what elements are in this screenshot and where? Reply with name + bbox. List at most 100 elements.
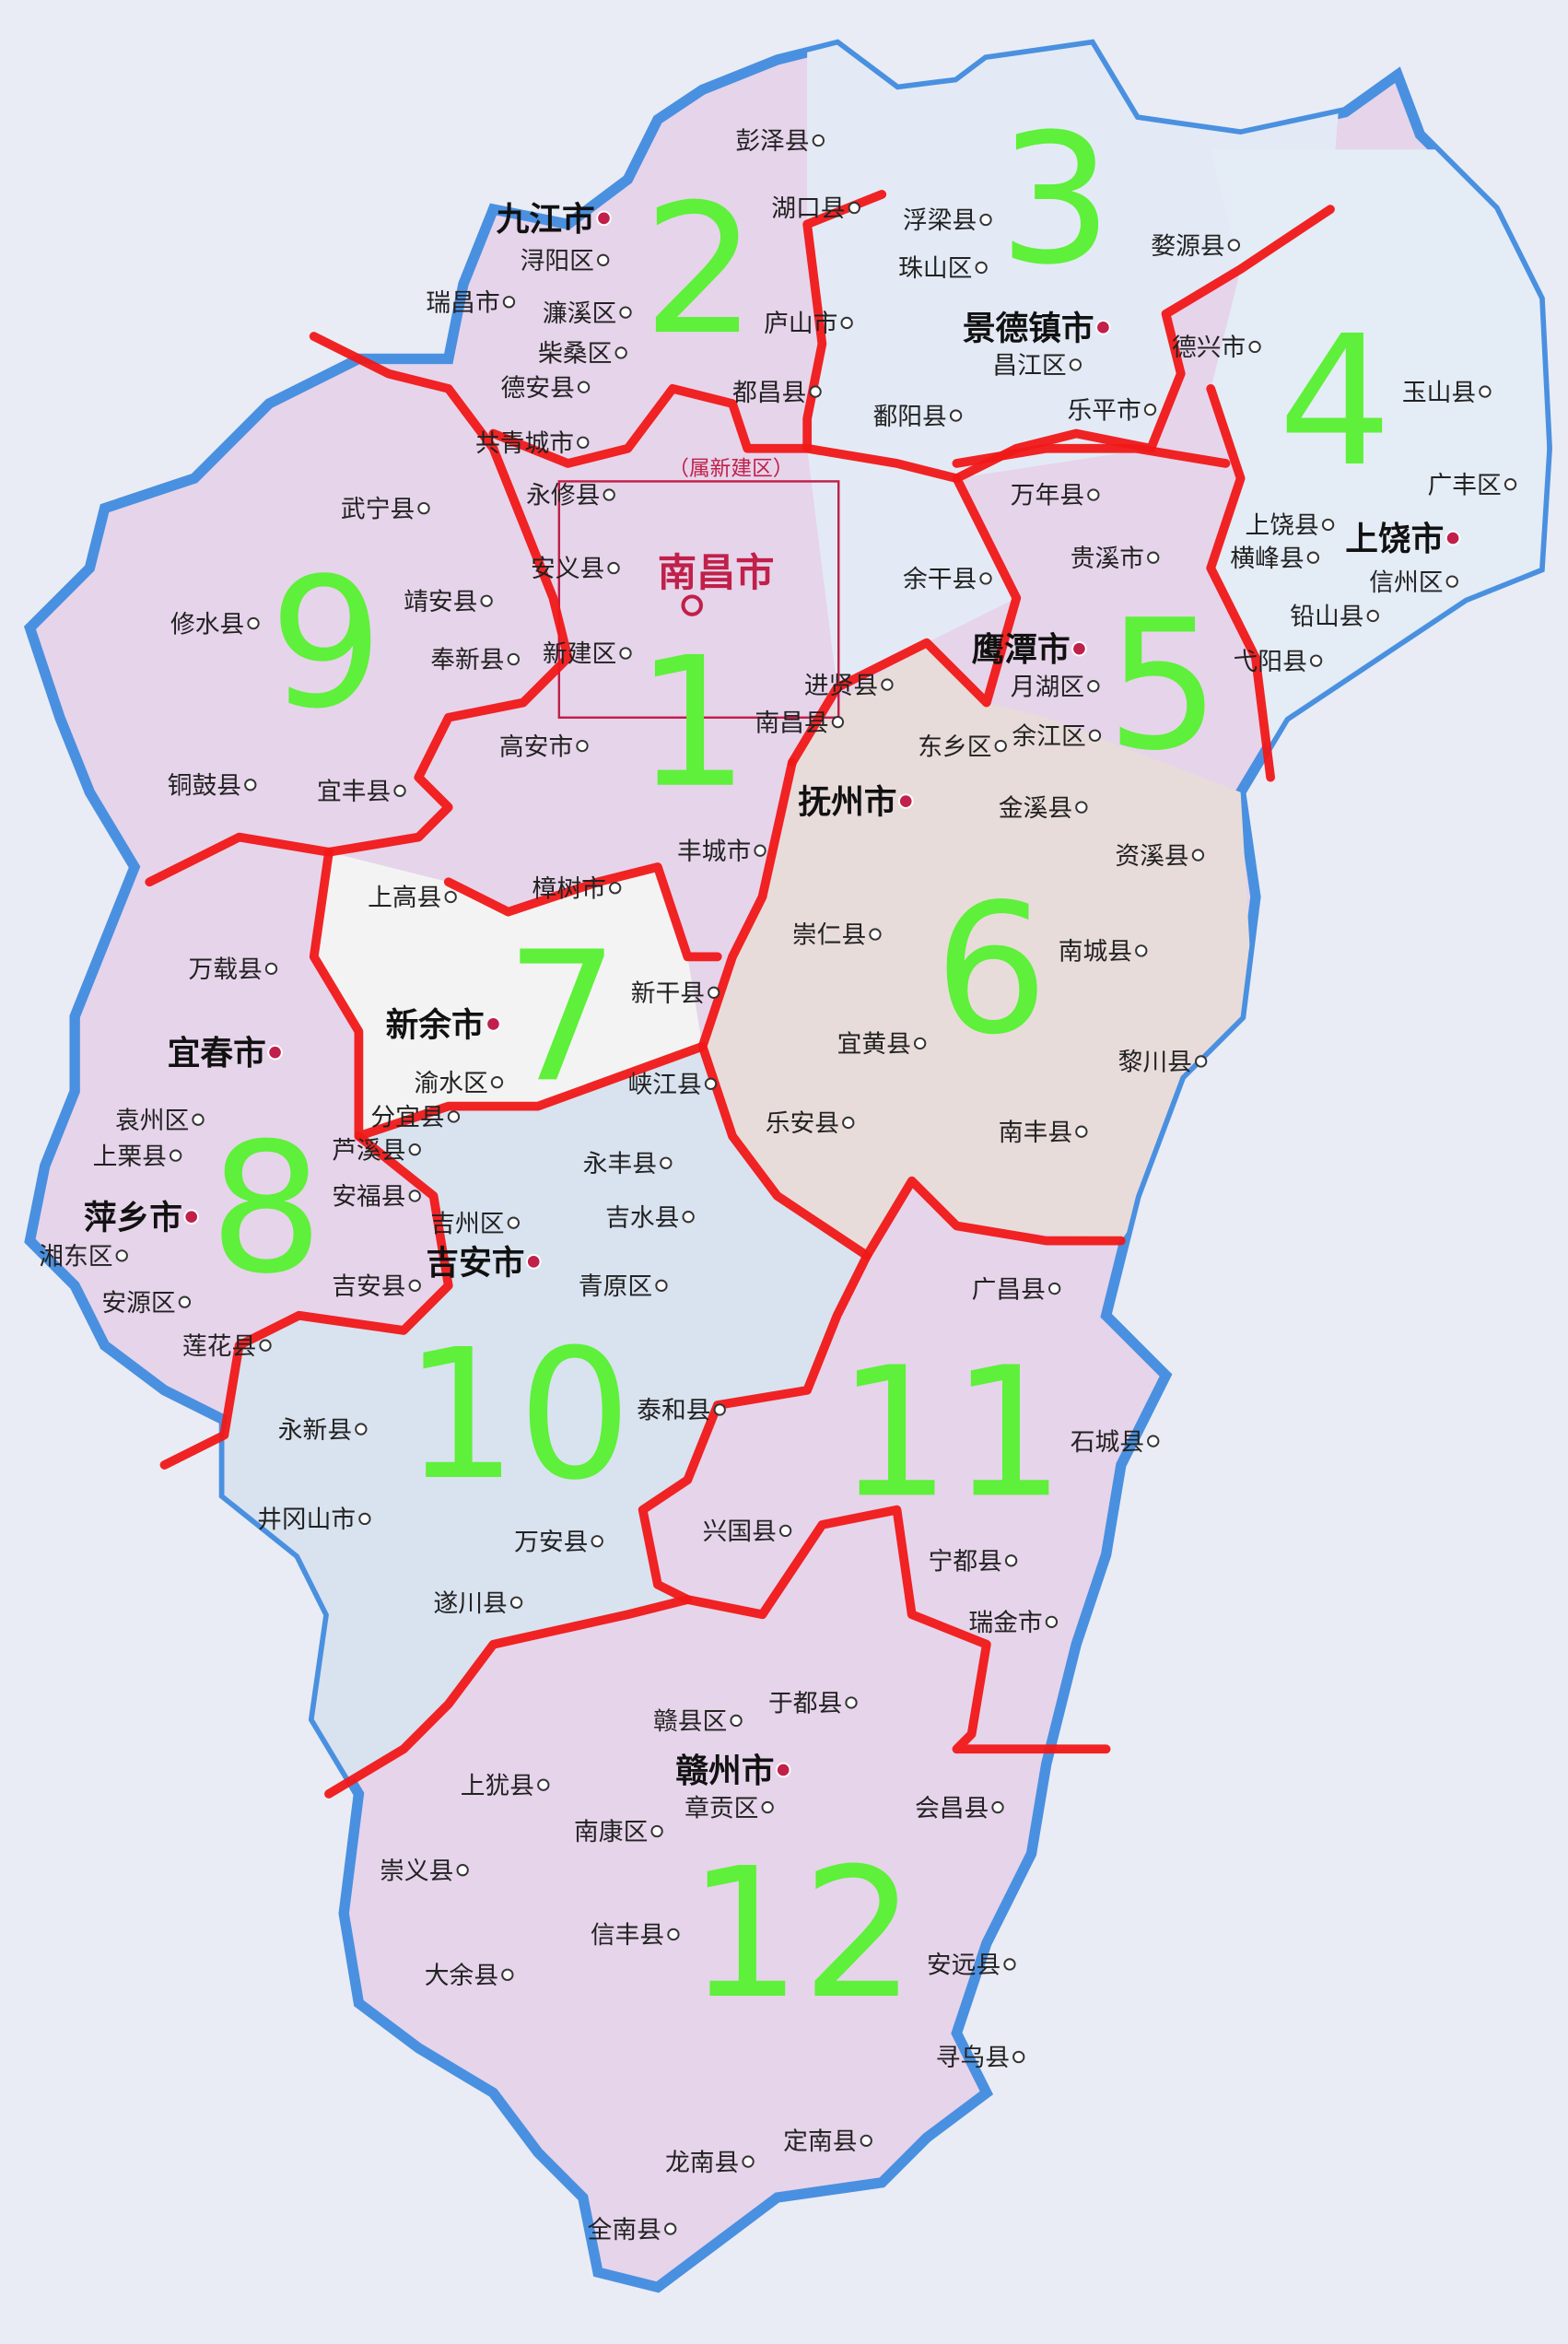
county-marker	[682, 1211, 695, 1224]
county-group: 乐安县	[766, 1109, 855, 1138]
county-group: 南昌县	[755, 709, 845, 737]
county-group: 安义县	[531, 555, 620, 583]
county-group: 进贤县	[804, 672, 894, 700]
county-marker	[1004, 1554, 1018, 1567]
county-group: 余干县	[903, 566, 992, 594]
county-group: 万安县	[514, 1528, 603, 1556]
county-group: 崇仁县	[792, 921, 882, 950]
county-marker	[597, 253, 610, 266]
county-marker	[408, 1143, 421, 1156]
county-marker	[913, 1037, 927, 1050]
county-marker	[991, 1800, 1004, 1814]
county-group: 浔阳区	[521, 247, 610, 275]
city-label: 南昌市	[658, 550, 775, 595]
county-group: 吉安县	[332, 1272, 421, 1301]
county-group: 全南县	[588, 2216, 677, 2244]
county-marker	[1195, 1055, 1208, 1068]
county-label: 月湖区	[1011, 673, 1084, 701]
county-label: 吉安县	[332, 1272, 405, 1301]
region-number-group: 5	[1106, 580, 1221, 790]
county-label: 余江区	[1012, 722, 1085, 751]
county-marker	[840, 316, 853, 330]
county-group: 靖安县	[404, 588, 493, 616]
county-group: 奉新县	[430, 646, 520, 674]
county-marker	[178, 1295, 192, 1308]
region-number: 11	[837, 1328, 1066, 1537]
county-marker	[1309, 654, 1323, 667]
county-marker	[667, 1928, 680, 1941]
city-label: 九江市	[497, 201, 595, 239]
county-label: 武宁县	[341, 495, 415, 523]
county-group: 横峰县	[1230, 545, 1319, 573]
county-marker	[490, 1076, 504, 1089]
county-group: 信州区	[1369, 568, 1458, 597]
county-group: 万年县	[1011, 482, 1100, 510]
county-marker	[501, 1968, 514, 1981]
county-group: 永新县	[278, 1416, 368, 1445]
county-label: 进贤县	[804, 672, 878, 700]
county-marker	[1147, 1435, 1160, 1447]
county-marker	[115, 1249, 128, 1262]
county-group: 上栗县	[93, 1143, 182, 1171]
county-group: 贵溪市	[1071, 545, 1160, 573]
county-label: 赣县区	[653, 1707, 727, 1736]
region-boundary	[145, 332, 573, 887]
region-boundary	[159, 1131, 453, 1470]
county-group: 永丰县	[583, 1150, 673, 1178]
county-marker	[881, 678, 894, 691]
county-marker	[1143, 403, 1157, 416]
county-group: 大余县	[425, 1962, 514, 1990]
county-marker	[576, 739, 589, 753]
county-group: 修水县	[170, 610, 260, 639]
county-marker	[447, 1110, 461, 1123]
region-boundary	[1206, 383, 1275, 782]
region-number: 12	[687, 1829, 916, 2038]
county-marker	[778, 1524, 792, 1538]
region-number: 3	[999, 95, 1113, 304]
county-label: 峡江县	[627, 1071, 701, 1099]
county-group: 芦溪县	[332, 1136, 421, 1165]
city-marker	[596, 210, 612, 227]
county-group: 广昌县	[972, 1275, 1061, 1304]
county-label: 上栗县	[93, 1143, 167, 1171]
county-group: 安远县	[927, 1951, 1016, 1980]
county-marker	[609, 882, 622, 895]
county-marker	[603, 488, 615, 501]
county-label: 昌江区	[992, 352, 1066, 381]
county-marker	[244, 779, 257, 791]
county-group: 柴桑区	[538, 340, 627, 369]
county-group: 定南县	[783, 2127, 872, 2156]
county-label: 柴桑区	[538, 340, 612, 369]
county-label: 鄱阳县	[873, 403, 947, 431]
county-group: 新建区	[543, 640, 632, 669]
county-group: 高安市	[499, 732, 589, 761]
county-label: 泰和县	[637, 1397, 710, 1425]
county-label: 会昌县	[915, 1794, 989, 1822]
county-group: 南城县	[1059, 938, 1148, 967]
county-group: 广丰区	[1427, 471, 1517, 499]
county-label: 安福县	[332, 1183, 405, 1212]
county-marker	[444, 890, 457, 904]
county-group: 渝水区	[414, 1069, 504, 1097]
county-label: 信丰县	[591, 1921, 664, 1950]
city-group: 上饶市	[1345, 521, 1461, 558]
county-marker	[537, 1778, 550, 1791]
county-group: 南康区	[574, 1818, 663, 1846]
county-label: 定南县	[783, 2127, 857, 2156]
county-label: 婺源县	[1151, 232, 1224, 261]
county-marker	[975, 261, 988, 275]
county-label: 遂川县	[434, 1589, 508, 1618]
county-marker	[509, 1596, 523, 1609]
city-group: 吉安市	[426, 1244, 542, 1282]
county-marker	[355, 1423, 368, 1436]
county-group: 金溪县	[999, 794, 1088, 823]
city-marker	[486, 1016, 501, 1032]
prefecture-fill	[702, 642, 1256, 1256]
county-group: 铅山县	[1290, 603, 1379, 631]
region-number: 7	[505, 912, 619, 1121]
county-group: 瑞昌市	[426, 288, 516, 317]
county-label: 彭泽县	[735, 127, 809, 156]
county-label: 章贡区	[685, 1794, 758, 1822]
